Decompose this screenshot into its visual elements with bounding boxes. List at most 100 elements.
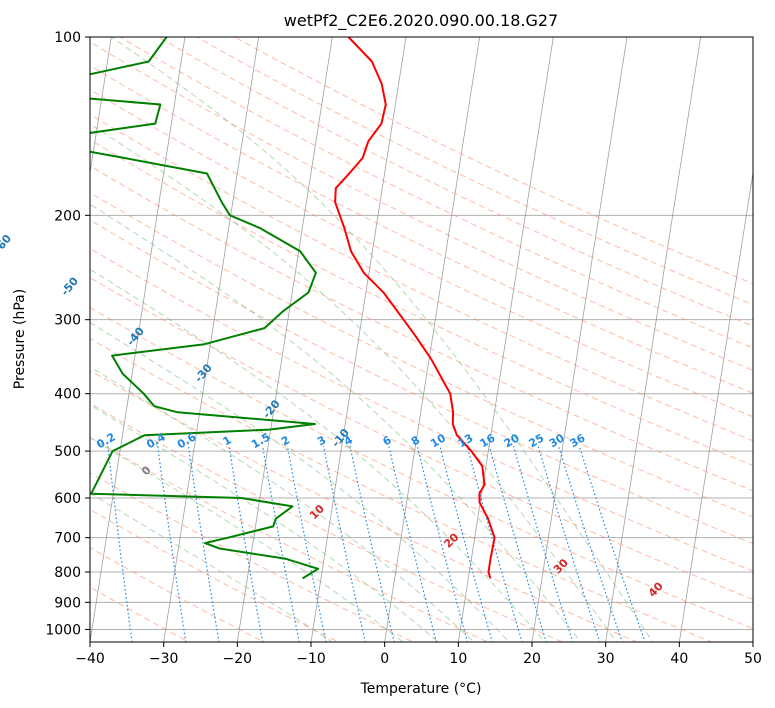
dry-adiabat-line [90, 586, 190, 642]
mixing-ratio-line [578, 445, 646, 642]
mixing-ratio-line [512, 445, 574, 642]
mixing-ratio-line [322, 445, 366, 642]
mixing-ratio-line [416, 445, 469, 642]
mixing-ratio-label: 1.5 [249, 430, 272, 451]
x-tick-label: −40 [75, 651, 105, 667]
isotherm-line [163, 37, 260, 642]
mixing-ratio-label: 1 [221, 433, 234, 448]
mixing-ratio-line [228, 445, 264, 642]
y-tick-label: 300 [54, 313, 81, 329]
x-tick-label: 40 [670, 651, 688, 667]
isotherm-line [531, 37, 628, 642]
x-tick-label: 50 [744, 651, 762, 667]
y-tick-label: 500 [54, 444, 81, 460]
mixing-ratio-line [187, 445, 220, 642]
dewpoint-profile-line [90, 37, 320, 580]
grid-layer [90, 37, 753, 642]
chart-title: wetPf2_C2E6.2020.090.00.18.G27 [284, 11, 558, 31]
mixing-ratio-label: 2 [279, 433, 292, 448]
moist-adiabat-line [90, 321, 511, 642]
x-tick-label: 10 [449, 651, 467, 667]
moist-adiabat-line [110, 37, 654, 642]
dry-adiabat-line [90, 247, 753, 572]
mixing-ratio-line [488, 445, 547, 642]
isotherm-line [605, 37, 702, 642]
mixing-ratio-label: 30 [547, 431, 567, 450]
isotherm-label: -30 [192, 361, 215, 385]
y-tick-label: 800 [54, 565, 81, 581]
x-tick-label: −30 [149, 651, 179, 667]
temperature-profile-line [334, 37, 496, 579]
mixing-ratio-line [557, 445, 623, 642]
mixing-ratio-label: 6 [380, 433, 393, 448]
dry-adiabat-line [195, 37, 753, 306]
isotherm-line [90, 37, 186, 642]
mixing-ratio-line [439, 445, 493, 642]
isotherm-label: -40 [124, 324, 147, 348]
mixing-ratio-line [537, 445, 601, 642]
plot-frame [89, 36, 754, 643]
y-tick-label: 700 [54, 531, 81, 547]
mixing-ratio-line [107, 445, 133, 642]
isotherm-label: -50 [58, 274, 81, 298]
moist-adiabat-line [90, 366, 475, 642]
y-tick-label: 1000 [45, 622, 81, 638]
mixing-ratio-label: 0.2 [94, 430, 117, 451]
moist-adiabat-label: 30 [551, 556, 571, 576]
mixing-ratio-label: 10 [428, 431, 448, 450]
axis-layer: −40 −30 −20 −10 0 10 20 30 40 5010020030040050060… [45, 30, 762, 667]
dry-adiabat-line [90, 276, 753, 601]
dry-adiabat-line [90, 191, 753, 518]
y-tick-label: 900 [54, 595, 81, 611]
x-tick-label: −10 [296, 651, 326, 667]
moist-adiabat-line [90, 404, 440, 642]
mixing-ratio-line [157, 445, 187, 642]
mixing-ratio-line [466, 445, 523, 642]
isotherm-line [90, 37, 112, 176]
isotherm-label: -60 [0, 232, 14, 256]
dry-adiabat-line [90, 306, 753, 630]
isotherm-line [752, 639, 753, 642]
dry-adiabat-line [90, 402, 564, 642]
y-tick-label: 600 [54, 491, 81, 507]
dry-adiabat-line [90, 139, 753, 467]
isotherm-line [384, 37, 481, 642]
moist-adiabat-label: 40 [646, 579, 666, 599]
x-tick-label: −20 [223, 651, 253, 667]
dry-adiabat-line [90, 165, 753, 492]
mixing-ratio-label: 3 [315, 433, 328, 448]
isotherm-line [678, 170, 753, 642]
isotherm-line [236, 37, 333, 642]
dry-adiabat-line [119, 37, 753, 349]
isotherm-line [457, 37, 554, 642]
dry-adiabat-line [90, 472, 415, 642]
mixing-ratio-line [286, 445, 327, 642]
dry-adiabat-line [90, 88, 753, 418]
x-tick-label: 30 [597, 651, 615, 667]
x-axis-label: Temperature (°C) [360, 681, 482, 697]
moist-adiabat-line [90, 203, 582, 642]
dry-adiabat-line [90, 113, 753, 442]
dry-adiabat-line [90, 64, 753, 394]
moist-adiabat-label: 0 [139, 463, 154, 478]
isotherm-label: -20 [260, 397, 283, 421]
x-tick-label: 20 [523, 651, 541, 667]
mixing-ratio-line [262, 445, 300, 642]
moist-adiabat-line [90, 123, 618, 642]
x-tick-label: 0 [380, 651, 389, 667]
dry-adiabat-line [90, 508, 340, 642]
y-tick-label: 100 [54, 30, 81, 46]
dry-adiabat-line [90, 41, 753, 371]
y-tick-label: 400 [54, 387, 81, 403]
y-tick-label: 200 [54, 208, 81, 224]
y-axis-label: Pressure (hPa) [12, 289, 28, 389]
dry-adiabat-line [157, 37, 753, 327]
dry-adiabat-line [90, 369, 639, 642]
mixing-ratio-label: 20 [502, 431, 522, 450]
moist-adiabat-line [90, 268, 546, 642]
mixing-ratio-label: 16 [478, 431, 498, 450]
mixing-ratio-label: 13 [456, 431, 476, 450]
moist-adiabat-label: 10 [307, 502, 327, 522]
mixing-ratio-label: 36 [568, 431, 588, 450]
